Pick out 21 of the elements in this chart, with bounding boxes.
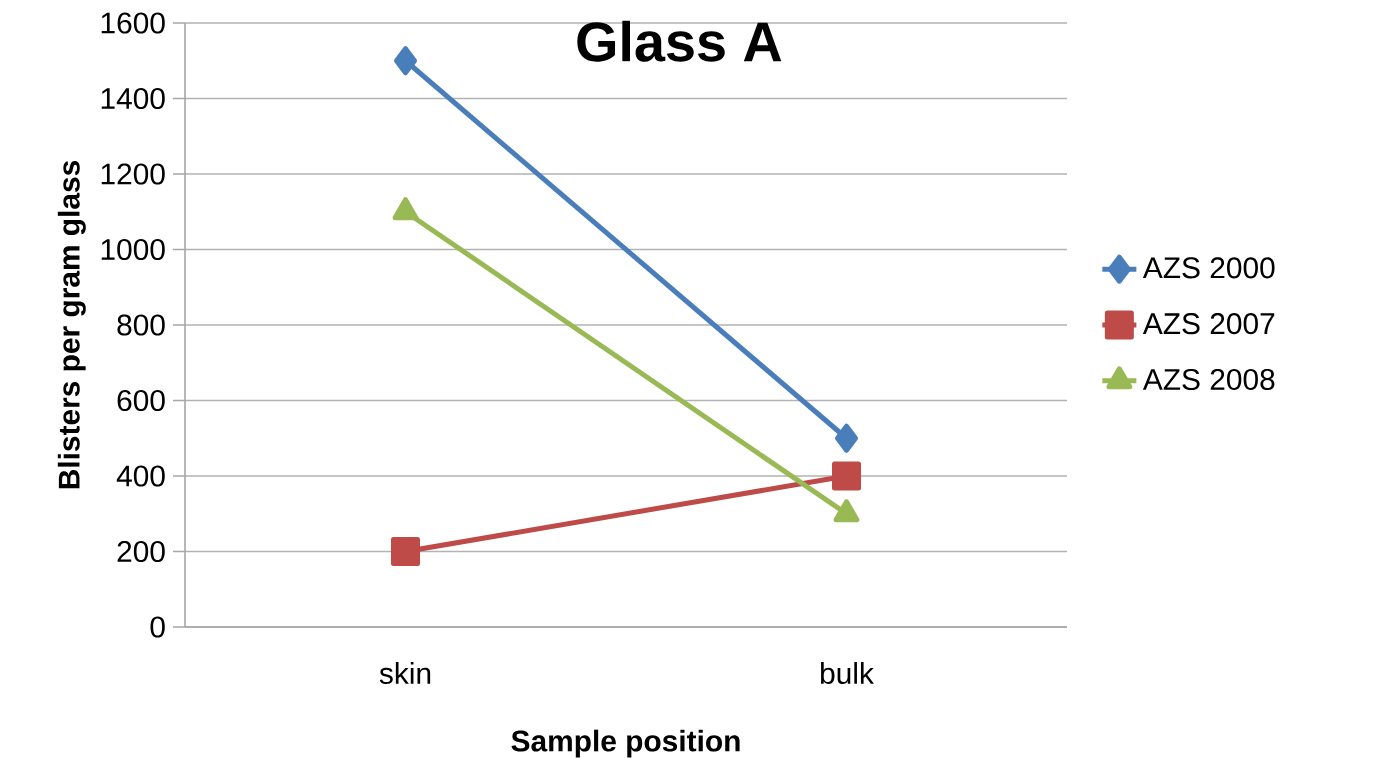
y-tick-label: 0: [150, 616, 165, 638]
y-tick-label: 400: [116, 465, 165, 487]
y-tick-label: 1400: [101, 87, 165, 110]
y-axis-title: Blisters per gram glass: [57, 161, 86, 489]
legend-label: AZS 2008: [1142, 368, 1275, 391]
chart-title: Glass A: [577, 20, 782, 62]
point: [835, 423, 859, 453]
y-tick-label: 1600: [101, 12, 165, 34]
point: [832, 461, 862, 491]
x-axis-title: Sample position: [511, 729, 740, 758]
legend-label: AZS 2000: [1142, 257, 1275, 279]
legend-label: AZS 2007: [1142, 313, 1275, 335]
x-tick-label: bulk: [821, 662, 874, 684]
x-tick-label: skin: [379, 662, 431, 684]
y-tick-label: 800: [117, 314, 165, 336]
point: [394, 46, 417, 76]
y-tick-label: 600: [117, 389, 165, 412]
point: [391, 537, 420, 566]
y-tick-label: 1000: [101, 238, 165, 261]
y-tick-label: 1200: [101, 163, 165, 185]
y-tick-label: 200: [117, 540, 165, 563]
